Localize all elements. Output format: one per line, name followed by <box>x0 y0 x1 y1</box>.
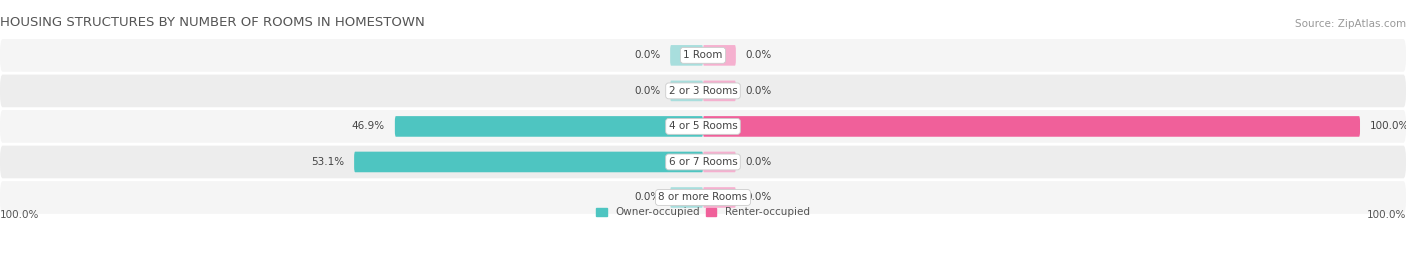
FancyBboxPatch shape <box>395 116 703 137</box>
FancyBboxPatch shape <box>0 146 1406 178</box>
Text: 0.0%: 0.0% <box>745 193 772 203</box>
FancyBboxPatch shape <box>703 81 735 101</box>
Text: 4 or 5 Rooms: 4 or 5 Rooms <box>669 121 737 132</box>
Text: Source: ZipAtlas.com: Source: ZipAtlas.com <box>1295 19 1406 29</box>
Text: 6 or 7 Rooms: 6 or 7 Rooms <box>669 157 737 167</box>
Text: 0.0%: 0.0% <box>634 193 661 203</box>
Text: 0.0%: 0.0% <box>745 50 772 60</box>
Text: 0.0%: 0.0% <box>745 86 772 96</box>
FancyBboxPatch shape <box>671 81 703 101</box>
Text: 100.0%: 100.0% <box>1369 121 1406 132</box>
Text: 53.1%: 53.1% <box>311 157 344 167</box>
Text: 100.0%: 100.0% <box>0 210 39 220</box>
Legend: Owner-occupied, Renter-occupied: Owner-occupied, Renter-occupied <box>596 207 810 217</box>
Text: 100.0%: 100.0% <box>1367 210 1406 220</box>
FancyBboxPatch shape <box>354 152 703 172</box>
Text: HOUSING STRUCTURES BY NUMBER OF ROOMS IN HOMESTOWN: HOUSING STRUCTURES BY NUMBER OF ROOMS IN… <box>0 16 425 29</box>
FancyBboxPatch shape <box>703 116 1360 137</box>
Text: 1 Room: 1 Room <box>683 50 723 60</box>
FancyBboxPatch shape <box>703 187 735 208</box>
FancyBboxPatch shape <box>671 187 703 208</box>
Text: 2 or 3 Rooms: 2 or 3 Rooms <box>669 86 737 96</box>
Text: 0.0%: 0.0% <box>634 50 661 60</box>
Text: 46.9%: 46.9% <box>352 121 385 132</box>
Text: 8 or more Rooms: 8 or more Rooms <box>658 193 748 203</box>
FancyBboxPatch shape <box>0 39 1406 72</box>
FancyBboxPatch shape <box>0 75 1406 107</box>
FancyBboxPatch shape <box>703 152 735 172</box>
FancyBboxPatch shape <box>703 45 735 66</box>
Text: 0.0%: 0.0% <box>634 86 661 96</box>
Text: 0.0%: 0.0% <box>745 157 772 167</box>
FancyBboxPatch shape <box>0 110 1406 143</box>
FancyBboxPatch shape <box>0 181 1406 214</box>
FancyBboxPatch shape <box>671 45 703 66</box>
